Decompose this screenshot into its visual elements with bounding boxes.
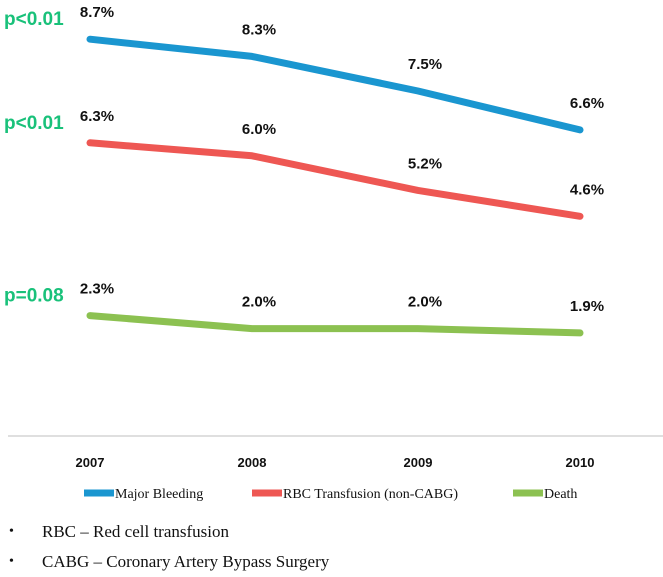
data-label: 2.0% bbox=[242, 294, 276, 311]
p-value-label: p=0.08 bbox=[4, 286, 64, 307]
legend-label: RBC Transfusion (non-CABG) bbox=[283, 487, 458, 502]
data-label: 2.0% bbox=[408, 294, 442, 311]
footnote-text: RBC – Red cell transfusion bbox=[42, 522, 229, 541]
footnote-text: CABG – Coronary Artery Bypass Surgery bbox=[42, 552, 330, 571]
data-label: 8.7% bbox=[80, 4, 114, 21]
data-label: 2.3% bbox=[80, 281, 114, 298]
series-line bbox=[86, 35, 584, 134]
data-label: 6.6% bbox=[570, 95, 604, 112]
bullet-icon: • bbox=[9, 554, 14, 569]
footnote-list: • RBC – Red cell transfusion • CABG – Coro… bbox=[0, 517, 663, 577]
line-chart: 8.7% 8.3% 7.5% 6.6% 6.3% 6.0% 5.2% 4.6% 2.3% 2.0%… bbox=[4, 4, 663, 502]
data-label: 4.6% bbox=[570, 181, 604, 198]
data-label: 5.2% bbox=[408, 155, 442, 172]
x-tick-label: 2009 bbox=[404, 455, 433, 470]
legend: Major Bleeding RBC Transfusion (non-CABG)… bbox=[84, 487, 577, 502]
legend-label: Death bbox=[544, 487, 577, 502]
series-line bbox=[86, 312, 584, 337]
footnote-item: • RBC – Red cell transfusion bbox=[0, 517, 663, 547]
series-lines bbox=[86, 35, 584, 337]
x-tick-label: 2008 bbox=[238, 455, 267, 470]
legend-label: Major Bleeding bbox=[115, 487, 203, 502]
data-label: 7.5% bbox=[408, 56, 442, 73]
data-labels: 8.7% 8.3% 7.5% 6.6% 6.3% 6.0% 5.2% 4.6% 2.3% 2.0%… bbox=[80, 4, 604, 315]
data-label: 1.9% bbox=[570, 298, 604, 315]
p-value-label: p<0.01 bbox=[4, 9, 64, 30]
bullet-icon: • bbox=[9, 524, 14, 539]
data-label: 8.3% bbox=[242, 21, 276, 38]
footnote-item: • CABG – Coronary Artery Bypass Surgery bbox=[0, 547, 663, 577]
data-label: 6.3% bbox=[80, 108, 114, 125]
x-tick-label: 2010 bbox=[566, 455, 595, 470]
p-value-annotations: p<0.01 p<0.01 p=0.08 bbox=[4, 9, 64, 306]
x-tick-labels: 2007 2008 2009 2010 bbox=[76, 455, 595, 470]
x-tick-label: 2007 bbox=[76, 455, 105, 470]
data-label: 6.0% bbox=[242, 121, 276, 138]
series-line bbox=[86, 139, 584, 220]
p-value-label: p<0.01 bbox=[4, 113, 64, 134]
